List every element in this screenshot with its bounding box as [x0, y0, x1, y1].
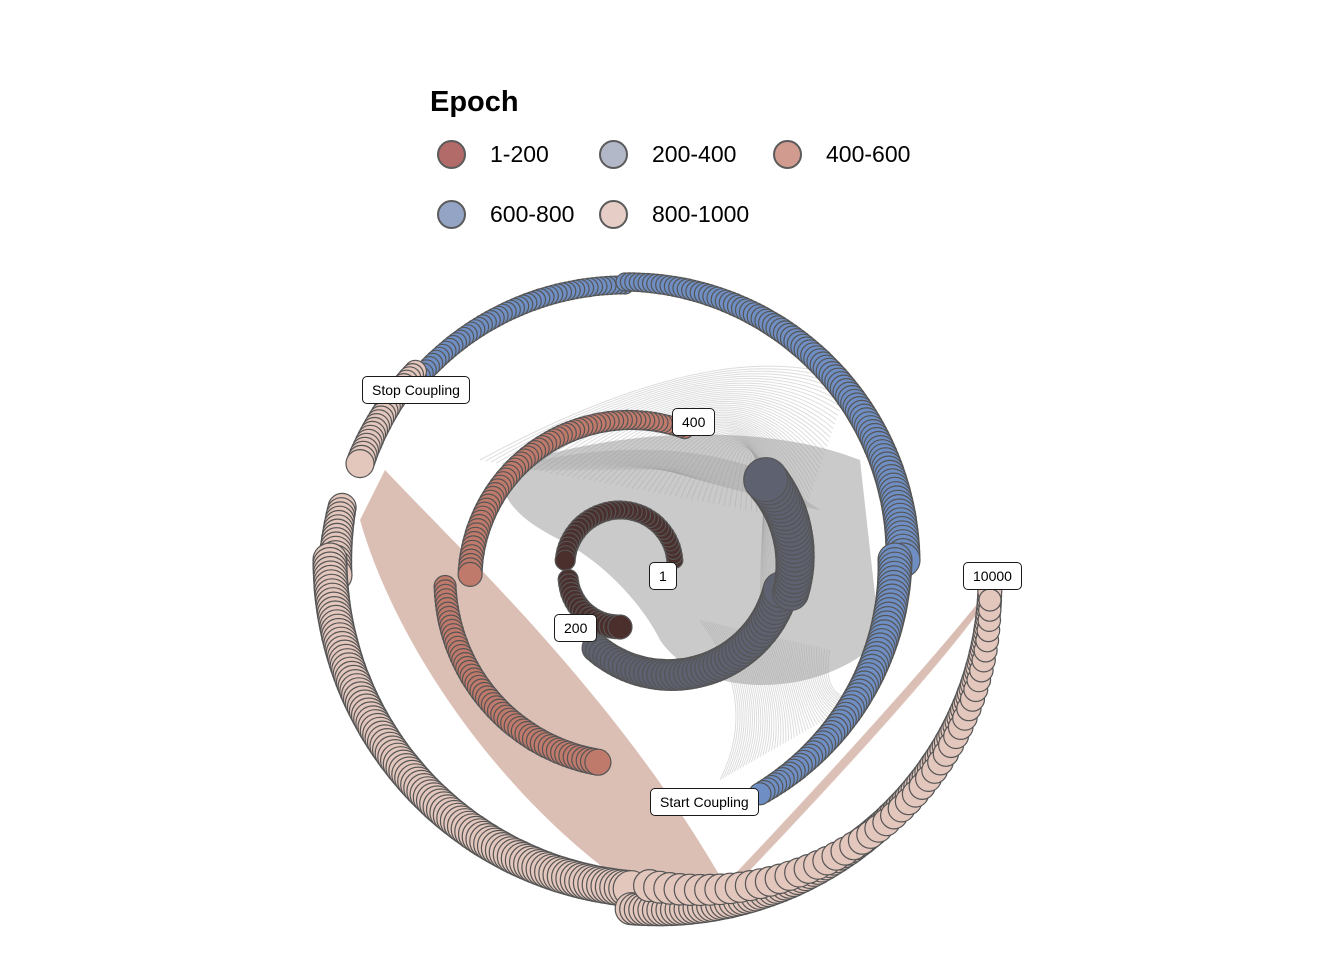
legend-label: 400-600: [826, 141, 911, 167]
pink-arc: [728, 594, 987, 884]
pink-arc: [741, 594, 990, 877]
legend-label: 1-200: [490, 141, 549, 167]
legend: Epoch 1-200 200-400 400-600 600-800 800-…: [430, 86, 990, 246]
pink-arc: [738, 594, 989, 879]
gray-arc: [555, 397, 830, 475]
legend-swatch-1-200: [437, 140, 466, 169]
pink-arc: [731, 594, 988, 882]
epoch-400-label: 400: [672, 408, 716, 436]
segment-600-800-c: [748, 542, 913, 806]
segment-1-200: [554, 500, 684, 571]
pink-arc: [735, 594, 989, 880]
pink-arc: [724, 594, 986, 886]
pink-arc: [730, 594, 987, 883]
spiral-nodes: [312, 272, 1003, 927]
spiral-node: [743, 457, 789, 503]
spiral-node: [978, 588, 1002, 612]
pink-arc: [740, 594, 990, 878]
pink-arc: [742, 594, 990, 877]
legend-label: 800-1000: [652, 201, 750, 227]
segment-400-600-b: [433, 574, 612, 776]
pink-arc: [739, 594, 990, 878]
pink-arc: [739, 594, 990, 879]
legend-label: 600-800: [490, 201, 575, 227]
legend-swatch-400-600: [773, 140, 802, 169]
legend-label: 200-400: [652, 141, 737, 167]
pink-arc: [732, 594, 988, 882]
legend-swatch-200-400: [599, 140, 628, 169]
pink-arc: [741, 594, 990, 878]
pink-arc: [729, 594, 987, 883]
pink-arc: [727, 594, 987, 884]
pink-arc: [728, 594, 987, 884]
gray-arc: [544, 393, 833, 473]
spiral-node: [457, 561, 483, 588]
start-coupling-label: Start Coupling: [650, 788, 759, 816]
pink-arc: [726, 594, 986, 885]
legend-swatch-800-1000: [599, 200, 628, 229]
gray-arc: [485, 368, 849, 462]
pink-arc: [736, 594, 989, 880]
spiral-node: [554, 549, 576, 571]
pink-arc: [734, 594, 988, 881]
pink-arc: [733, 594, 988, 881]
gray-arc: [550, 395, 831, 474]
pink-arc: [737, 594, 989, 880]
legend-swatch-600-800: [437, 200, 466, 229]
spiral-node: [607, 614, 633, 640]
segment-200-400-b: [743, 457, 815, 612]
pink-arc: [726, 594, 986, 885]
legend-title: Epoch: [430, 86, 519, 118]
epoch-10000-label: 10000: [963, 562, 1022, 590]
pink-arc: [732, 594, 988, 882]
segment-tail: [632, 588, 1002, 907]
pink-arc: [737, 594, 989, 879]
pink-arc: [725, 594, 986, 885]
pink-arc: [734, 594, 988, 881]
epoch-200-label: 200: [554, 614, 598, 642]
pink-arc: [744, 594, 991, 876]
pink-arc: [743, 594, 991, 876]
gray-arc: [533, 389, 836, 471]
stop-coupling-label: Stop Coupling: [362, 376, 470, 404]
pink-arc: [743, 594, 991, 877]
segment-800-1000-c: [312, 542, 650, 908]
spiral-node: [584, 748, 612, 776]
pink-arc: [730, 594, 987, 883]
gray-arc: [539, 391, 834, 472]
epoch-1-label: 1: [649, 562, 677, 590]
spiral-node: [345, 449, 375, 479]
